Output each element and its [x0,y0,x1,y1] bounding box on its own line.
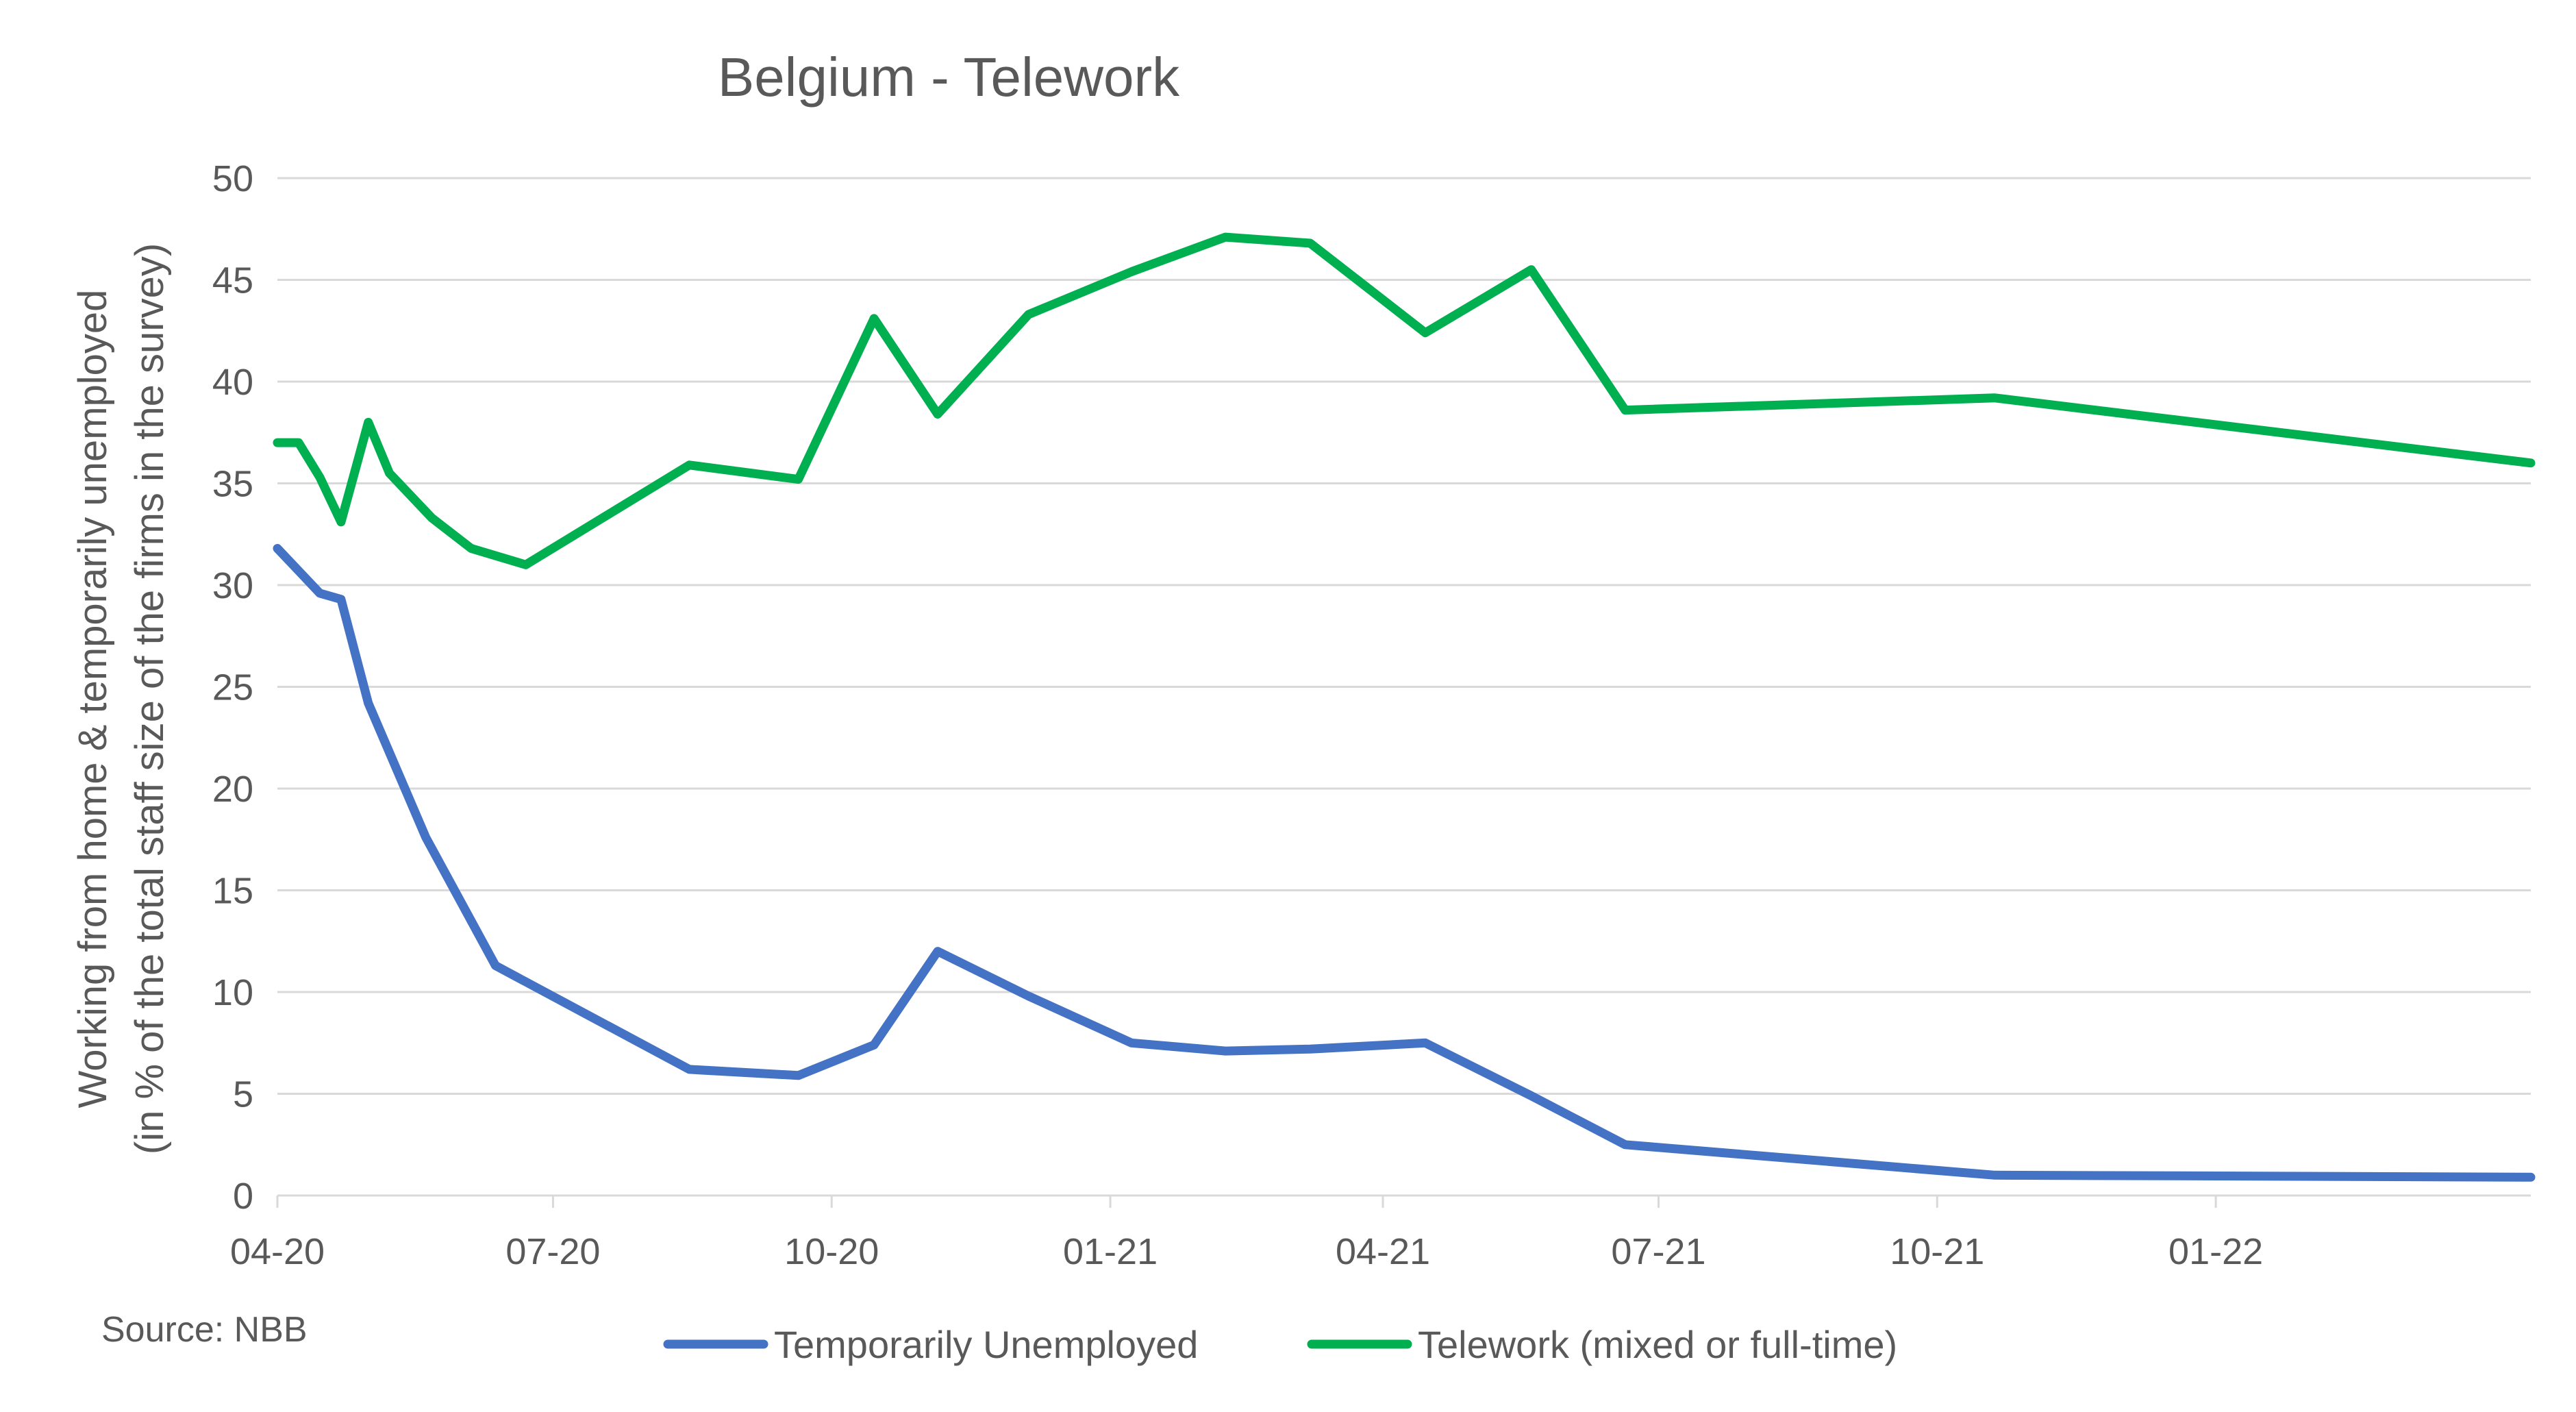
legend-label: Temporarily Unemployed [774,1323,1198,1366]
legend: Temporarily Unemployed Telework (mixed or… [663,1323,1897,1366]
y-tick-label: 0 [233,1176,253,1217]
series-lines [273,232,2536,1182]
x-tick-label: 10-21 [1890,1231,1984,1272]
source-note: Source: NBB [101,1310,308,1350]
y-axis-label-line-2: (in % of the total staff size of the fir… [127,243,172,1154]
y-tick-label: 20 [212,769,253,810]
y-tick-label: 45 [212,260,253,301]
series-line-telework [273,232,2536,569]
y-tick-label: 10 [212,972,253,1013]
y-tick-label: 40 [212,362,253,403]
y-tick-label: 35 [212,464,253,505]
x-axis-tick-marks [276,1196,2217,1208]
chart-title: Belgium - Telework [718,47,1180,108]
y-tick-label: 50 [212,158,253,199]
y-tick-label: 25 [212,667,253,708]
x-tick-label: 01-21 [1063,1231,1158,1272]
y-tick-label: 5 [233,1074,253,1115]
series-line-temporarily-unemployed [273,544,2536,1182]
x-tick-label: 07-20 [505,1231,600,1272]
x-tick-label: 01-22 [2168,1231,2263,1272]
legend-label: Telework (mixed or full-time) [1418,1323,1897,1366]
x-tick-label: 10-20 [784,1231,879,1272]
y-tick-label: 15 [212,871,253,912]
x-axis-tick-labels: 04-20 07-20 10-20 01-21 04-21 07-21 10-21 01-22 [230,1231,2263,1272]
y-axis-label-line-1: Working from home & temporarily unemploy… [71,290,115,1108]
x-tick-label: 04-20 [230,1231,325,1272]
y-axis-tick-labels: 0 5 10 15 20 25 30 35 40 45 50 [212,158,253,1217]
y-tick-label: 30 [212,565,253,606]
x-tick-label: 04-21 [1336,1231,1430,1272]
x-tick-label: 07-21 [1611,1231,1705,1272]
